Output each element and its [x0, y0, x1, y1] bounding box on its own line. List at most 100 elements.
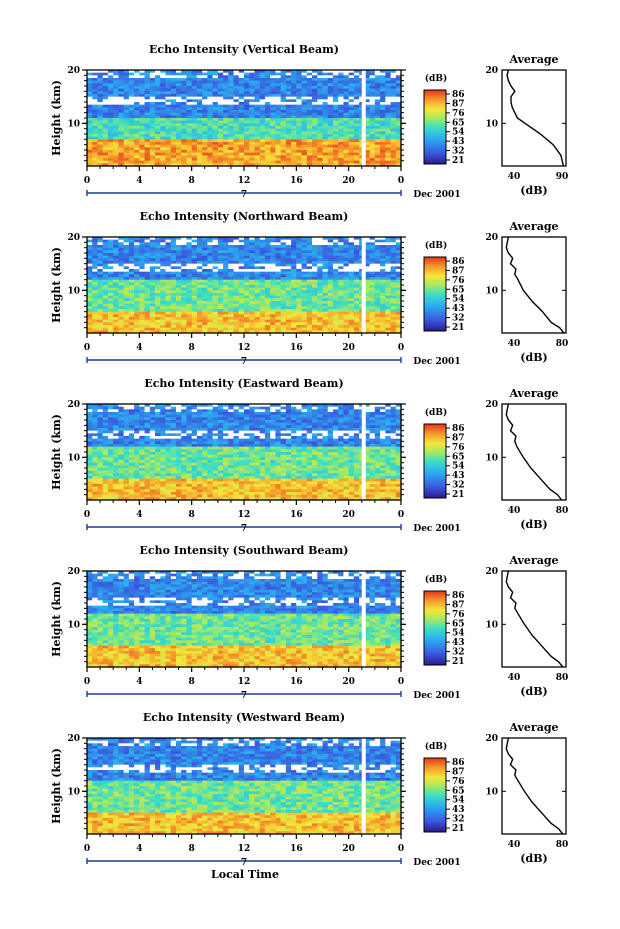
heatmap-cell: [123, 420, 130, 424]
heatmap-cell: [364, 293, 371, 297]
heatmap-cell: [380, 96, 386, 100]
heatmap-cell: [175, 158, 182, 162]
heatmap-cell: [285, 409, 292, 413]
heatmap-cell: [390, 80, 397, 84]
heatmap-cell: [102, 112, 109, 116]
heatmap-cell: [385, 147, 392, 151]
heatmap-cell: [249, 139, 256, 143]
heatmap-cell: [285, 412, 292, 416]
heatmap-cell: [123, 239, 130, 243]
heatmap-cell: [380, 136, 386, 140]
heatmap-cell: [264, 123, 271, 127]
heatmap-cell: [186, 409, 193, 413]
heatmap-cell: [332, 112, 339, 116]
heatmap-cell: [291, 104, 297, 108]
heatmap-cell: [249, 255, 256, 259]
heatmap-cell: [285, 406, 292, 410]
heatmap-cell: [327, 309, 334, 313]
data-gap: [361, 70, 366, 166]
heatmap-cell: [170, 255, 177, 259]
heatmap-cell: [332, 88, 339, 92]
heatmap-cell: [343, 72, 350, 76]
heatmap-cell: [364, 120, 371, 124]
heatmap-cell: [139, 78, 146, 82]
colorbar-unit: (dB): [425, 73, 447, 84]
heatmap-cell: [144, 83, 151, 87]
heatmap-cell: [306, 78, 313, 82]
heatmap-cell: [118, 247, 125, 251]
heatmap-cell: [259, 303, 266, 307]
heatmap-cell: [291, 261, 297, 265]
heatmap-cell: [175, 96, 182, 100]
heatmap-cell: [285, 255, 292, 259]
heatmap-cell: [144, 266, 151, 270]
heatmap-cell: [139, 417, 146, 421]
heatmap-cell: [249, 102, 256, 106]
heatmap-cell: [254, 261, 261, 265]
heatmap-cell: [118, 237, 125, 241]
heatmap-cell: [275, 311, 282, 315]
heatmap-cell: [149, 319, 156, 323]
heatmap-cell: [223, 83, 229, 87]
heatmap-cell: [390, 78, 397, 82]
heatmap-cell: [259, 322, 266, 326]
heatmap-cell: [207, 282, 214, 286]
heatmap-cell: [128, 327, 135, 331]
heatmap-cell: [170, 104, 177, 108]
heatmap-cell: [212, 88, 219, 92]
heatmap-cell: [385, 83, 392, 87]
heatmap-cell: [332, 417, 339, 421]
heatmap-cell: [374, 94, 381, 98]
heatmap-cell: [170, 126, 177, 130]
heatmap-cell: [202, 94, 208, 98]
heatmap-cell: [312, 247, 318, 251]
heatmap-cell: [275, 75, 282, 79]
heatmap-cell: [390, 115, 397, 119]
heatmap-cell: [338, 301, 345, 305]
heatmap-cell: [97, 115, 104, 119]
heatmap-cell: [385, 126, 392, 130]
heatmap-cell: [202, 72, 208, 76]
heatmap-cell: [270, 271, 276, 275]
heatmap-cell: [175, 314, 182, 318]
heatmap-cell: [207, 237, 214, 241]
heatmap-cell: [92, 282, 99, 286]
heatmap-cell: [123, 86, 130, 90]
heatmap-cell: [312, 88, 318, 92]
heatmap-cell: [207, 150, 214, 154]
heatmap-cell: [244, 155, 250, 159]
heatmap-cell: [175, 414, 182, 418]
heatmap-cell: [275, 126, 282, 130]
heatmap-cell: [395, 311, 402, 315]
heatmap-cell: [395, 250, 402, 254]
heatmap-cell: [259, 255, 266, 259]
heatmap-cell: [160, 110, 167, 114]
heatmap-cell: [233, 147, 240, 151]
heatmap-cell: [107, 139, 114, 143]
heatmap-cell: [217, 404, 224, 408]
heatmap-cell: [296, 250, 303, 254]
heatmap-cell: [160, 99, 167, 103]
heatmap-cell: [87, 255, 93, 259]
heatmap-cell: [380, 279, 386, 283]
heatmap-cell: [306, 314, 313, 318]
heatmap-cell: [317, 94, 324, 98]
heatmap-cell: [327, 271, 334, 275]
heatmap-cell: [97, 298, 104, 302]
heatmap-cell: [97, 70, 104, 74]
heatmap-cell: [332, 301, 339, 305]
heatmap-cell: [196, 309, 203, 313]
heatmap-cell: [191, 142, 198, 146]
x-tick-label: 4: [136, 176, 142, 186]
heatmap-cell: [249, 266, 256, 270]
heatmap-cell: [369, 136, 376, 140]
heatmap-cell: [327, 301, 334, 305]
heatmap-cell: [244, 290, 250, 294]
heatmap-cell: [113, 134, 119, 138]
heatmap-cell: [317, 239, 324, 243]
heatmap-cell: [254, 255, 261, 259]
heatmap-cell: [223, 237, 229, 241]
heatmap-cell: [348, 293, 355, 297]
heatmap-cell: [134, 144, 140, 148]
heatmap-cell: [118, 406, 125, 410]
